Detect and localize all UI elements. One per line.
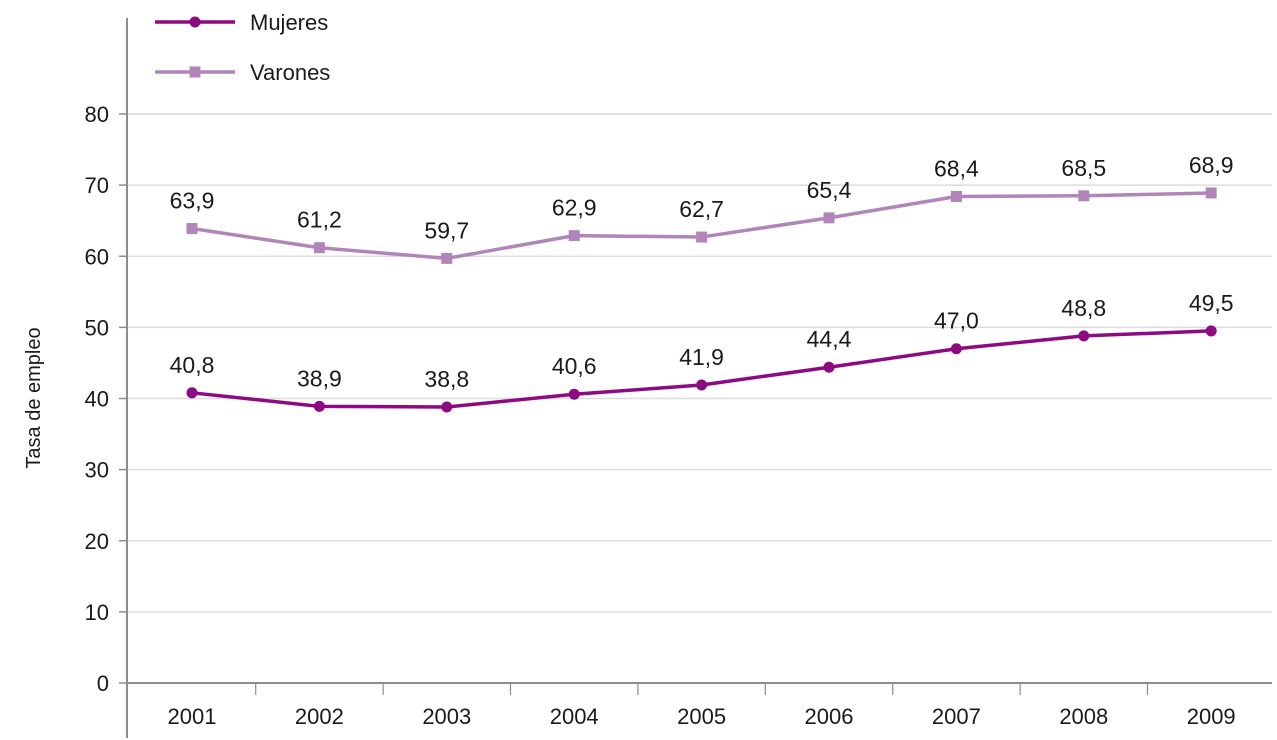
data-point	[950, 343, 962, 355]
x-tick-label: 2002	[295, 704, 344, 729]
data-label: 62,9	[552, 195, 597, 221]
data-point	[1205, 187, 1217, 199]
x-tick-label: 2004	[550, 704, 599, 729]
series-mujeres: 40,8 38,9 38,8 40,6 41,9 44,4 47,0 48,8 49,5	[170, 290, 1234, 413]
x-tick-label: 2003	[422, 704, 471, 729]
legend-label: Mujeres	[250, 10, 328, 35]
y-tick-label: 60	[85, 244, 109, 269]
data-point	[568, 230, 580, 242]
data-point	[823, 361, 835, 373]
x-tick-label: 2005	[677, 704, 726, 729]
data-label: 41,9	[679, 344, 724, 370]
data-point	[1078, 190, 1090, 202]
y-axis-ticks: 0 10 20 30 40 50 60 70 80	[85, 102, 127, 696]
x-tick-label: 2009	[1187, 704, 1236, 729]
data-label: 40,6	[552, 353, 597, 379]
data-label: 44,4	[807, 326, 852, 352]
x-tick-label: 2001	[168, 704, 217, 729]
y-tick-label: 40	[85, 387, 109, 412]
data-point	[441, 401, 453, 413]
data-label: 38,8	[424, 366, 469, 392]
data-label: 38,9	[297, 365, 342, 391]
x-tick-label: 2008	[1059, 704, 1108, 729]
y-tick-label: 50	[85, 315, 109, 340]
data-label: 68,5	[1061, 155, 1106, 181]
x-tick-label: 2007	[932, 704, 981, 729]
y-tick-label: 70	[85, 173, 109, 198]
data-point	[950, 191, 962, 203]
data-label: 63,9	[170, 188, 215, 214]
data-point	[696, 379, 708, 391]
y-axis-label: Tasa de empleo	[23, 327, 45, 468]
gridlines	[127, 113, 1272, 613]
legend: Mujeres Varones	[155, 10, 330, 85]
data-point	[696, 231, 708, 243]
legend-item-mujeres: Mujeres	[155, 10, 328, 35]
data-point	[568, 388, 580, 400]
data-label: 68,9	[1189, 152, 1234, 178]
data-label: 61,2	[297, 207, 342, 233]
data-label: 65,4	[807, 177, 852, 203]
data-point	[1205, 325, 1217, 337]
data-point	[441, 252, 453, 264]
data-point	[313, 400, 325, 412]
y-tick-label: 20	[85, 529, 109, 554]
data-point	[313, 242, 325, 254]
axes	[126, 18, 1272, 738]
x-axis-ticks: 2001 2002 2003 2004 2005 2006 2007 2008 2009	[168, 683, 1236, 729]
data-label: 59,7	[424, 217, 469, 243]
data-label: 48,8	[1061, 295, 1106, 321]
legend-marker	[189, 66, 201, 78]
data-point	[186, 223, 198, 235]
data-label: 47,0	[934, 308, 979, 334]
y-tick-label: 10	[85, 600, 109, 625]
x-tick-label: 2006	[805, 704, 854, 729]
data-label: 68,4	[934, 156, 979, 182]
data-label: 40,8	[170, 352, 215, 378]
y-tick-label: 0	[97, 671, 109, 696]
series-group: 40,8 38,9 38,8 40,6 41,9 44,4 47,0 48,8 49,5 63,9…	[170, 152, 1234, 413]
data-label: 62,7	[679, 196, 724, 222]
y-tick-label: 80	[85, 102, 109, 127]
data-point	[823, 212, 835, 224]
legend-marker	[189, 16, 201, 28]
y-tick-label: 30	[85, 458, 109, 483]
data-point	[1078, 330, 1090, 342]
legend-label: Varones	[250, 60, 330, 85]
legend-item-varones: Varones	[155, 60, 330, 85]
data-point	[186, 387, 198, 399]
series-varones: 63,9 61,2 59,7 62,9 62,7 65,4 68,4 68,5 68,9	[170, 152, 1234, 264]
data-label: 49,5	[1189, 290, 1234, 316]
